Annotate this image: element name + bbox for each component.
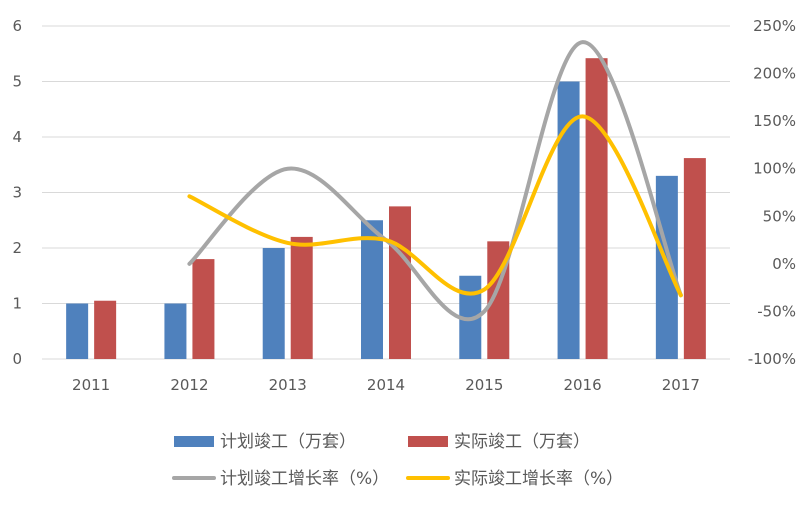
y-tick-label: 6 xyxy=(12,17,22,35)
bar-planned xyxy=(557,81,580,359)
y-tick-label: 0 xyxy=(12,350,22,368)
bar-planned xyxy=(262,248,285,359)
gridlines xyxy=(42,25,730,360)
y2-tick-label: 50% xyxy=(763,207,796,225)
left-y-axis: 0 1 2 3 4 5 6 xyxy=(12,17,22,368)
x-tick-label: 2016 xyxy=(563,376,601,394)
bar-planned xyxy=(66,303,89,359)
bar-actual xyxy=(585,58,608,359)
legend-label-planned-bar: 计划竣工（万套） xyxy=(220,432,356,452)
bar-actual xyxy=(94,300,117,359)
line-actual-growth xyxy=(187,114,683,298)
y2-tick-label: 250% xyxy=(753,17,796,35)
bar-actual xyxy=(192,259,215,359)
x-tick-label: 2017 xyxy=(662,376,700,394)
legend: 计划竣工（万套） 实际竣工（万套） 计划竣工增长率（%） 实际竣工增长率（%） xyxy=(172,432,623,489)
x-tick-label: 2011 xyxy=(72,376,110,394)
y-tick-label: 3 xyxy=(12,184,22,202)
legend-swatch-actual-bar xyxy=(408,436,448,447)
bar-actual xyxy=(389,206,411,359)
y-tick-label: 1 xyxy=(12,295,22,313)
bar-actual xyxy=(290,236,313,359)
y-tick-label: 4 xyxy=(12,128,22,146)
legend-label-planned-line: 计划竣工增长率（%） xyxy=(220,469,389,489)
y2-tick-label: 150% xyxy=(753,112,796,130)
bar-planned xyxy=(164,303,187,359)
x-tick-label: 2014 xyxy=(367,376,405,394)
y-tick-label: 2 xyxy=(12,239,22,257)
y2-tick-label: -50% xyxy=(757,302,796,320)
x-tick-label: 2012 xyxy=(170,376,208,394)
y2-tick-label: -100% xyxy=(748,350,796,368)
x-axis: 2011 2012 2013 2014 2015 2016 2017 xyxy=(72,376,700,394)
right-y-axis: -100% -50% 0% 50% 100% 150% 200% 250% xyxy=(748,17,796,368)
y2-tick-label: 200% xyxy=(753,65,796,83)
y2-tick-label: 0% xyxy=(772,255,796,273)
y-tick-label: 5 xyxy=(12,73,22,91)
legend-swatch-planned-bar xyxy=(174,436,214,447)
legend-label-actual-line: 实际竣工增长率（%） xyxy=(454,469,623,489)
legend-label-actual-bar: 实际竣工（万套） xyxy=(454,432,590,452)
line-planned-growth xyxy=(187,40,683,322)
bar-layer xyxy=(66,58,706,359)
bar-actual xyxy=(683,158,706,359)
y2-tick-label: 100% xyxy=(753,160,796,178)
x-tick-label: 2013 xyxy=(269,376,307,394)
x-tick-label: 2015 xyxy=(465,376,503,394)
bar-planned xyxy=(361,220,383,359)
line-layer xyxy=(187,40,683,322)
